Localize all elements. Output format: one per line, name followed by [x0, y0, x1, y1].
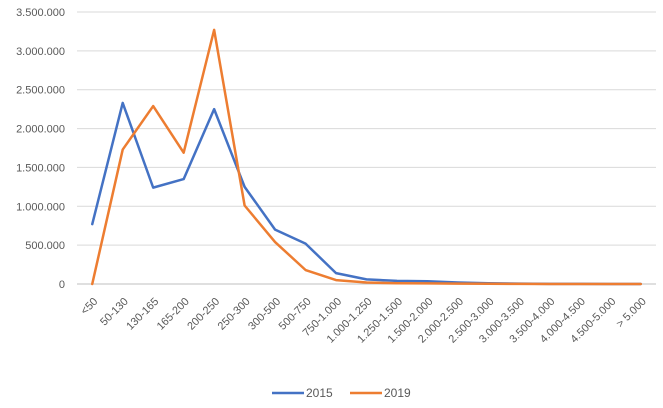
y-tick-label: 1.500.000	[16, 162, 65, 174]
series-line-2015	[90, 101, 643, 286]
y-tick-label: 500.000	[25, 240, 65, 252]
legend-label: 2015	[306, 386, 333, 400]
y-tick-label: 2.500.000	[16, 85, 65, 97]
x-tick-label: 130-165	[124, 296, 161, 333]
y-tick-label: 3.000.000	[16, 46, 65, 58]
series-lines	[90, 28, 643, 286]
x-axis: <5050-130130-165165-200200-250250-300300…	[79, 296, 649, 346]
legend-item-2019: 2019	[350, 386, 411, 400]
x-tick-label: 165-200	[155, 296, 192, 333]
y-tick-label: 1.000.000	[16, 201, 65, 213]
x-tick-label: 300-500	[246, 296, 283, 333]
legend-label: 2019	[384, 386, 411, 400]
x-tick-label: 200-250	[185, 296, 222, 333]
legend-item-2015: 2015	[272, 386, 333, 400]
y-axis: 0 500.000 1.000.000 1.500.000 2.000.000 2.500…	[16, 7, 65, 291]
y-tick-label: 3.500.000	[16, 7, 65, 19]
y-tick-label: 2.000.000	[16, 124, 65, 136]
x-tick-label: 250-300	[216, 296, 253, 333]
x-tick-label: > 5.000	[614, 296, 649, 331]
x-tick-label: <50	[79, 296, 101, 318]
gridlines	[77, 11, 656, 285]
legend: 2015 2019	[272, 386, 411, 400]
y-tick-label: 0	[59, 279, 65, 291]
series-line-2019	[90, 28, 643, 286]
